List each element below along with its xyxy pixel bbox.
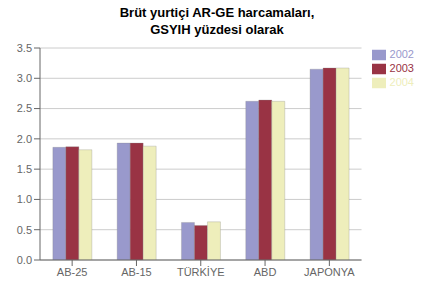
svg-text:TÜRKİYE: TÜRKİYE [177,266,225,278]
svg-text:3.0: 3.0 [17,72,32,84]
svg-text:2.0: 2.0 [17,133,32,145]
svg-text:AB-15: AB-15 [121,266,152,278]
svg-text:0.0: 0.0 [17,254,32,266]
svg-text:0.5: 0.5 [17,224,32,236]
html-text:Brüt yurtiçi AR-GE harcamaları: Brüt yurtiçi AR-GE harcamaları, [119,5,315,20]
svg-text:1.5: 1.5 [17,163,32,175]
html-text:2003: 2003 [389,62,414,75]
svg-text:ABD: ABD [254,266,277,278]
svg-text:3.5: 3.5 [17,42,32,54]
html-text:2004: 2004 [389,76,414,89]
svg-text:1.0: 1.0 [17,193,32,205]
html-text:GSYIH yüzdesi olarak: GSYIH yüzdesi olarak [150,22,284,37]
svg-text:AB-25: AB-25 [57,266,88,278]
svg-text:2.5: 2.5 [17,102,32,114]
svg-text:JAPONYA: JAPONYA [304,266,355,278]
html-text:2002: 2002 [389,48,414,60]
